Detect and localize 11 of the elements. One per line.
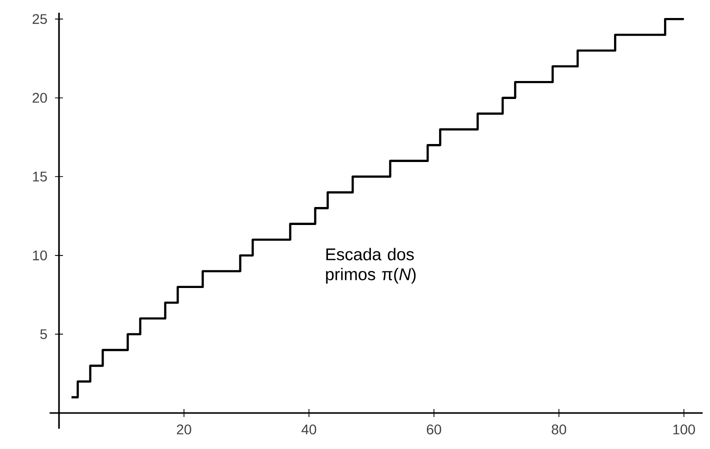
annotation: Escada dos primos π(N) (326, 248, 416, 284)
x-tick-label: 80 (552, 424, 566, 434)
y-tick-label: 10 (33, 250, 47, 260)
y-tick-label: 15 (33, 172, 47, 182)
x-tick-label: 20 (176, 424, 192, 434)
y-tick-label: 20 (32, 92, 47, 103)
x-tick-label: 100 (673, 424, 695, 434)
x-tick-label: 60 (426, 424, 442, 434)
y-tick-label: 5 (40, 329, 47, 340)
y-tick-label: 25 (32, 14, 47, 24)
x-tick-label: 40 (302, 424, 316, 434)
